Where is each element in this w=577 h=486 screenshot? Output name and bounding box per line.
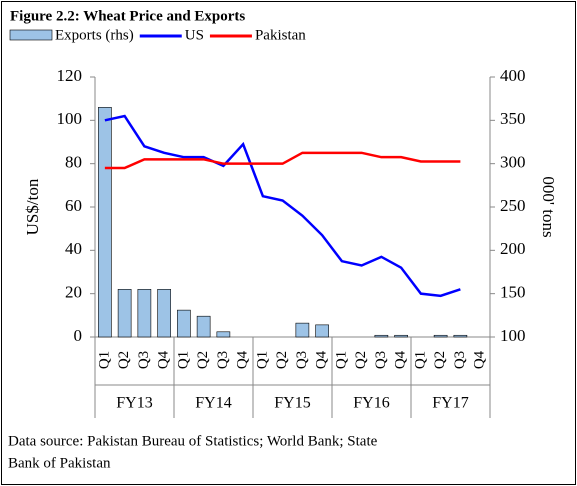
- x-tick-label: Q1: [412, 351, 428, 369]
- source-text: Data source: Pakistan Bureau of Statisti…: [8, 433, 378, 449]
- group-label: FY14: [195, 395, 231, 412]
- x-tick-label: Q3: [294, 351, 310, 369]
- bar: [433, 334, 448, 338]
- legend-swatch: [9, 29, 53, 41]
- bar: [315, 324, 329, 338]
- y2-axis-label: 000' tons: [539, 176, 558, 237]
- bar: [453, 334, 468, 338]
- x-tick-label: Q2: [274, 351, 290, 369]
- x-tick-label: Q3: [452, 351, 468, 369]
- x-tick-label: Q1: [254, 351, 270, 369]
- bar: [394, 334, 408, 338]
- y-tick-label: 100: [57, 109, 83, 128]
- bar: [374, 334, 389, 338]
- x-tick-label: Q2: [195, 351, 211, 369]
- y-tick-label: 80: [65, 153, 82, 172]
- x-tick-label: Q1: [175, 351, 191, 369]
- x-tick-label: Q4: [314, 350, 330, 369]
- x-tick-label: Q3: [136, 351, 152, 369]
- bar: [177, 309, 191, 338]
- y2-tick-label: 150: [500, 283, 526, 302]
- y2-tick-label: 100: [500, 326, 526, 345]
- y-axis-label: US$/ton: [23, 178, 42, 235]
- y2-tick-label: 400: [500, 66, 526, 85]
- y-tick-label: 120: [57, 66, 83, 85]
- y2-tick-label: 350: [500, 109, 526, 128]
- x-tick-label: Q1: [333, 351, 349, 369]
- legend-label: US: [185, 27, 204, 43]
- group-label: FY16: [353, 395, 389, 412]
- bar: [117, 289, 132, 338]
- chart-title: Figure 2.2: Wheat Price and Exports: [10, 8, 245, 24]
- y2-tick-label: 250: [500, 196, 526, 215]
- legend-label: Exports (rhs): [55, 27, 134, 43]
- y-tick-label: 40: [65, 239, 82, 258]
- bar: [137, 289, 152, 338]
- x-tick-label: Q3: [215, 351, 231, 369]
- bar: [216, 331, 231, 338]
- x-tick-label: Q3: [373, 351, 389, 369]
- y-tick-label: 20: [65, 283, 82, 302]
- x-tick-label: Q2: [116, 351, 132, 369]
- group-label: FY17: [432, 395, 468, 412]
- bar: [196, 315, 211, 338]
- y-tick-label: 0: [74, 326, 83, 345]
- x-tick-label: Q4: [393, 350, 409, 369]
- group-label: FY15: [274, 395, 310, 412]
- x-tick-label: Q4: [472, 350, 488, 369]
- x-tick-label: Q4: [235, 350, 251, 369]
- x-tick-label: Q2: [432, 351, 448, 369]
- x-tick-label: Q2: [353, 351, 369, 369]
- y-tick-label: 60: [65, 196, 82, 215]
- legend-label: Pakistan: [255, 27, 306, 43]
- x-tick-label: Q1: [96, 351, 112, 369]
- line-series: [104, 151, 461, 170]
- y2-tick-label: 200: [500, 239, 526, 258]
- line-series: [104, 114, 461, 298]
- group-label: FY13: [116, 395, 152, 412]
- source-text: Bank of Pakistan: [8, 455, 111, 471]
- bar: [157, 289, 171, 338]
- y2-tick-label: 300: [500, 153, 526, 172]
- bar: [98, 107, 112, 338]
- x-tick-label: Q4: [156, 350, 172, 369]
- bar: [295, 322, 310, 338]
